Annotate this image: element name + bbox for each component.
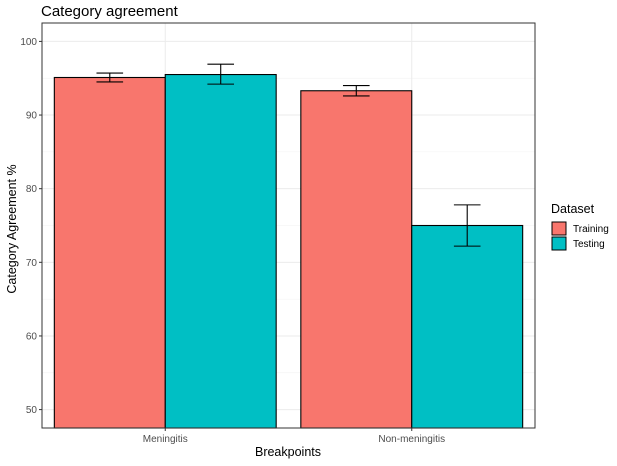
error-bar-training-non-meningitis [342, 85, 370, 97]
y-tick-label: 50 [26, 405, 38, 416]
plot-border [41, 22, 536, 429]
bars [53, 73, 524, 429]
x-tick-label: Meningitis [143, 434, 188, 445]
bar-testing-meningitis [164, 73, 277, 429]
legend-label-training: Training [573, 224, 609, 235]
bar-training-meningitis [53, 76, 166, 429]
y-axis: 50 60 70 80 90 100 [20, 37, 42, 416]
error-bar-testing-meningitis [207, 63, 235, 85]
y-tick-label: 100 [20, 37, 37, 48]
y-tick-label: 80 [26, 184, 38, 195]
y-axis-label: Category Agreement % [5, 164, 19, 293]
error-bars [96, 63, 481, 247]
error-bar-testing-non-meningitis [453, 204, 481, 247]
x-axis: Meningitis Non-meningitis [143, 428, 445, 445]
y-tick-label: 90 [26, 111, 38, 122]
plot-panel [41, 22, 536, 429]
y-tick-label: 60 [26, 331, 38, 342]
error-bar-training-meningitis [96, 72, 124, 83]
chart-title: Category agreement [41, 3, 179, 20]
legend-title: Dataset [551, 202, 595, 216]
x-tick-label: Non-meningitis [378, 434, 445, 445]
x-axis-label: Breakpoints [255, 445, 321, 459]
y-tick-label: 70 [26, 258, 38, 269]
bar-training-non-meningitis [300, 90, 413, 429]
legend-key-testing [551, 236, 567, 251]
legend-label-testing: Testing [573, 239, 605, 250]
legend-key-training [551, 221, 567, 236]
bar-testing-non-meningitis [411, 224, 524, 429]
legend: Dataset Training Testing [551, 202, 609, 251]
